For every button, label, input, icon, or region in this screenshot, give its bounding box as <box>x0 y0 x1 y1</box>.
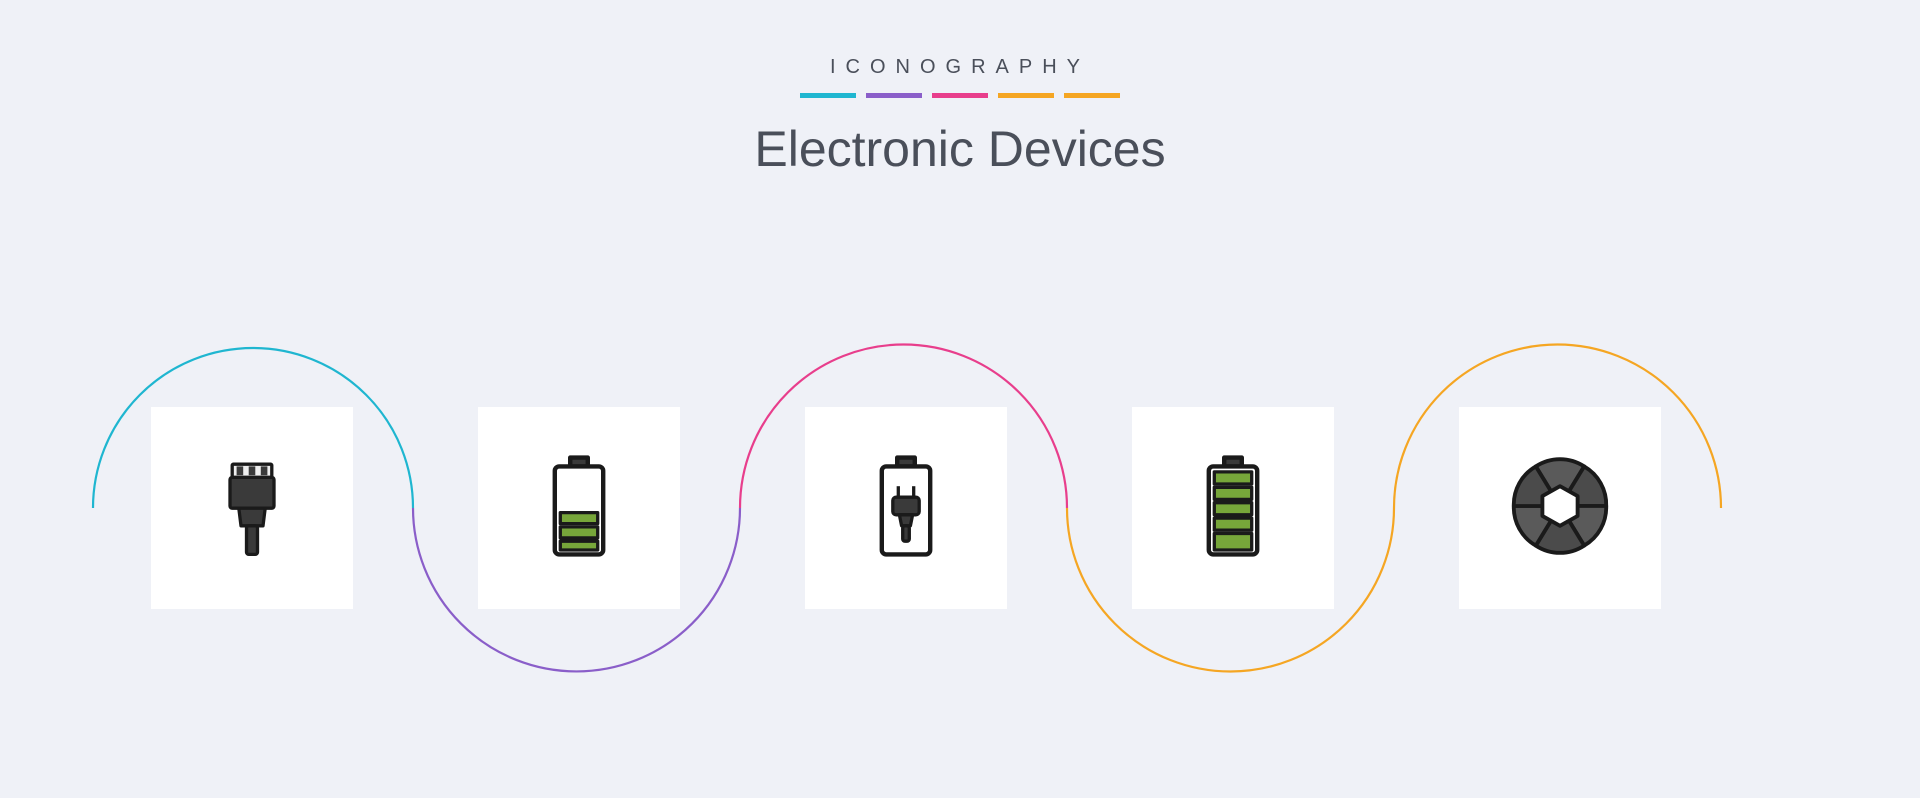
wave-arc-4 <box>1394 345 1721 509</box>
wave-arc-2 <box>740 345 1067 509</box>
wave-path <box>0 0 1920 798</box>
wave-arc-1 <box>413 508 740 671</box>
wave-arc-3 <box>1067 508 1394 672</box>
wave-arc-0 <box>93 348 413 508</box>
